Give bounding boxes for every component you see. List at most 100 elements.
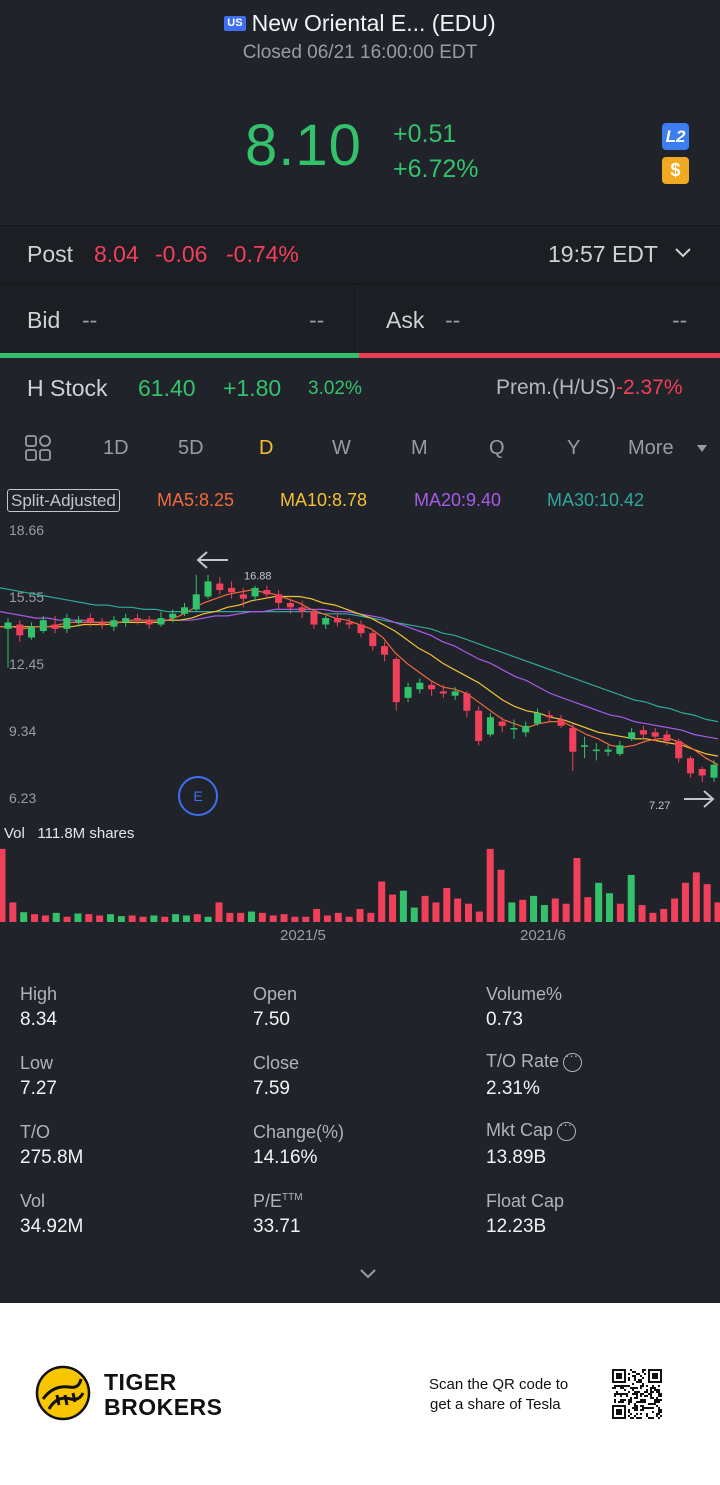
qr-code-icon[interactable] — [612, 1369, 662, 1419]
stat-high-label: High — [20, 984, 58, 1004]
qr-module — [660, 1399, 662, 1401]
tab-m[interactable]: M — [411, 437, 428, 459]
qr-module — [646, 1389, 648, 1391]
volume-bar — [464, 903, 472, 922]
qr-module — [624, 1393, 626, 1395]
candle-body — [416, 682, 424, 690]
qr-module — [618, 1401, 620, 1403]
tab-more[interactable]: More — [628, 437, 674, 459]
caret-down-icon[interactable] — [697, 445, 707, 452]
candle-body — [157, 618, 165, 625]
more-info-icon[interactable] — [557, 1117, 577, 1141]
bid-ratio-bar — [0, 353, 359, 358]
candle-body — [4, 622, 12, 629]
stat-low-label: Low — [20, 1053, 54, 1073]
qr-module — [654, 1399, 656, 1401]
qr-module — [642, 1401, 644, 1403]
more-info-icon[interactable] — [563, 1048, 583, 1072]
candle-body — [133, 618, 141, 621]
candle-body — [51, 624, 59, 629]
h-stock-label[interactable]: H Stock — [27, 375, 108, 401]
qr-module — [642, 1385, 644, 1387]
volume-bar — [421, 895, 429, 922]
split-adjusted-toggle[interactable]: Split-Adjusted — [7, 489, 120, 512]
ma20-legend: MA20:9.40 — [414, 490, 502, 510]
post-time: 19:57 EDT — [548, 241, 658, 267]
volume-bar — [573, 858, 581, 922]
post-market-row[interactable] — [0, 225, 720, 285]
volume-bar — [497, 869, 505, 922]
chart-layout-icon[interactable] — [25, 435, 51, 461]
volume-bar — [106, 914, 114, 922]
qr-module — [640, 1401, 642, 1403]
tab-1d[interactable]: 1D — [103, 437, 129, 459]
volume-bar — [345, 916, 353, 922]
stat-mktcap: 13.89B — [486, 1147, 547, 1168]
candle-body — [63, 618, 71, 629]
qr-module — [648, 1417, 650, 1419]
qr-module — [628, 1409, 630, 1411]
volume-bar — [616, 903, 624, 922]
low-marker: 7.27 — [649, 800, 670, 812]
bid-label: Bid — [27, 307, 61, 333]
qr-module — [614, 1393, 616, 1395]
expand-chevron-icon[interactable] — [358, 1266, 378, 1280]
qr-finder-core — [616, 1409, 622, 1415]
volume-value: 111.8M shares — [37, 825, 135, 842]
brand-line-1: TIGER — [104, 1369, 177, 1395]
volume-bar — [237, 912, 245, 922]
candle-body — [392, 659, 400, 703]
qr-module — [650, 1395, 652, 1397]
qr-module — [658, 1407, 660, 1409]
qr-module — [642, 1405, 644, 1407]
level2-icon[interactable]: L2 — [662, 123, 689, 150]
candle-body — [75, 620, 83, 623]
tab-5d[interactable]: 5D — [178, 437, 204, 459]
tab-q[interactable]: Q — [489, 437, 505, 459]
qr-module — [658, 1399, 660, 1401]
volume-bar — [41, 915, 49, 922]
dollar-icon[interactable]: $ — [662, 157, 689, 184]
candle-body — [251, 587, 259, 597]
arrow-left-icon — [196, 551, 228, 569]
volume-bar — [660, 908, 668, 922]
qr-module — [616, 1391, 618, 1393]
volume-bar — [367, 912, 375, 922]
candlestick-chart[interactable]: 18.66 15.55 12.45 9.34 6.23 16.88 7.27 E — [0, 520, 720, 820]
candle-body — [628, 732, 636, 739]
qr-module — [628, 1403, 630, 1405]
tab-d[interactable]: D — [259, 437, 274, 459]
qr-module — [622, 1393, 624, 1395]
volume-bar — [313, 908, 321, 922]
qr-module — [614, 1385, 616, 1387]
post-change-pct: -0.74% — [226, 241, 299, 267]
qr-module — [628, 1401, 630, 1403]
qr-module — [658, 1395, 660, 1397]
qr-module — [652, 1417, 654, 1419]
qr-module — [632, 1375, 634, 1377]
qr-module — [656, 1405, 658, 1407]
candle-body — [486, 717, 494, 735]
x-tick-may: 2021/5 — [280, 927, 326, 944]
qr-module — [630, 1413, 632, 1415]
ask-ratio-bar — [359, 353, 720, 358]
tab-w[interactable]: W — [332, 437, 351, 459]
qr-module — [638, 1381, 640, 1383]
qr-module — [658, 1391, 660, 1393]
stat-pe-sup: TTM — [282, 1192, 303, 1203]
tiger-logo-icon — [35, 1365, 91, 1421]
qr-module — [646, 1407, 648, 1409]
stat-low: 7.27 — [20, 1078, 57, 1099]
volume-bar — [410, 907, 418, 922]
qr-module — [640, 1375, 642, 1377]
qr-module — [648, 1407, 650, 1409]
candle-body — [357, 624, 365, 634]
qr-module — [634, 1407, 636, 1409]
stat-to: 275.8M — [20, 1147, 84, 1168]
volume-chart[interactable] — [0, 845, 720, 925]
ma10-legend: MA10:8.78 — [280, 490, 368, 510]
volume-bar — [334, 912, 342, 922]
chevron-down-icon[interactable] — [674, 243, 692, 261]
volume-bar — [0, 848, 6, 922]
tab-y[interactable]: Y — [567, 437, 581, 459]
